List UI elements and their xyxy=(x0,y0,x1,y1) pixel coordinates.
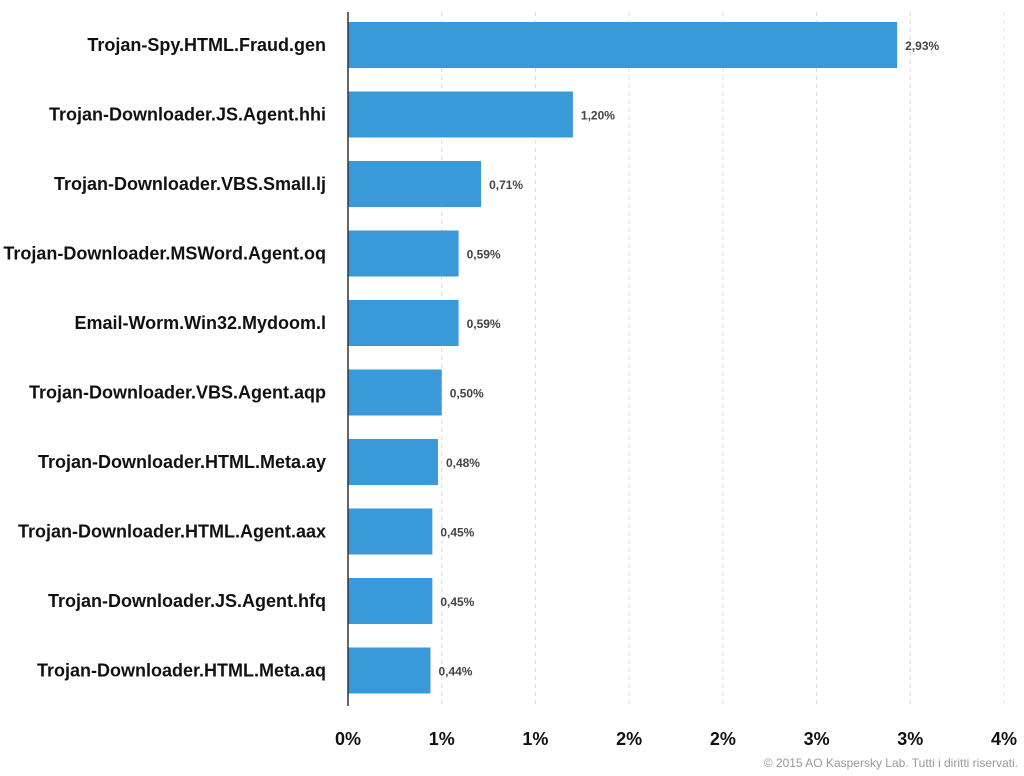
bar xyxy=(348,230,459,277)
category-label: Trojan-Downloader.JS.Agent.hfq xyxy=(48,591,326,611)
x-tick-label: 1% xyxy=(429,729,455,749)
value-label: 0,59% xyxy=(467,317,501,331)
x-tick-label: 1% xyxy=(522,729,548,749)
value-label: 1,20% xyxy=(581,109,615,123)
x-tick-label: 4% xyxy=(991,729,1017,749)
x-tick-label: 2% xyxy=(710,729,736,749)
value-label: 0,44% xyxy=(438,665,472,679)
bar xyxy=(348,91,573,138)
category-label: Trojan-Spy.HTML.Fraud.gen xyxy=(87,35,326,55)
x-tick-label: 3% xyxy=(804,729,830,749)
category-label: Trojan-Downloader.VBS.Small.lj xyxy=(54,174,326,194)
value-label: 2,93% xyxy=(905,39,939,53)
category-label: Trojan-Downloader.JS.Agent.hhi xyxy=(49,105,326,125)
bar xyxy=(348,578,433,624)
category-label: Trojan-Downloader.HTML.Agent.aax xyxy=(18,522,326,542)
value-label: 0,48% xyxy=(446,456,480,470)
bar xyxy=(348,22,898,68)
value-label: 0,50% xyxy=(450,387,484,401)
bar xyxy=(348,647,431,694)
x-axis-ticks: 0% 1% 1% 2% 2% 3% 3% 4% xyxy=(335,729,1017,749)
value-label: 0,59% xyxy=(467,248,501,262)
value-label: 0,71% xyxy=(489,178,523,192)
category-labels: Trojan-Spy.HTML.Fraud.gen Trojan-Download… xyxy=(3,35,326,681)
bar xyxy=(348,439,438,485)
bars xyxy=(348,22,898,694)
category-label: Trojan-Downloader.VBS.Agent.aqp xyxy=(29,383,326,403)
category-label: Email-Worm.Win32.Mydoom.l xyxy=(74,313,326,333)
bar xyxy=(348,161,482,207)
value-label: 0,45% xyxy=(440,595,474,609)
x-tick-label: 3% xyxy=(897,729,923,749)
copyright-notice: © 2015 AO Kaspersky Lab. Tutti i diritti… xyxy=(763,756,1018,770)
value-labels: 2,93% 1,20% 0,71% 0,59% 0,59% 0,50% 0,48% 0,45%… xyxy=(438,39,939,679)
bar xyxy=(348,508,433,555)
category-label: Trojan-Downloader.MSWord.Agent.oq xyxy=(3,244,326,264)
category-label: Trojan-Downloader.HTML.Meta.aq xyxy=(37,661,326,681)
bar xyxy=(348,300,459,346)
x-tick-label: 0% xyxy=(335,729,361,749)
category-label: Trojan-Downloader.HTML.Meta.ay xyxy=(38,452,326,472)
bar xyxy=(348,369,442,416)
x-tick-label: 2% xyxy=(616,729,642,749)
value-label: 0,45% xyxy=(440,526,474,540)
